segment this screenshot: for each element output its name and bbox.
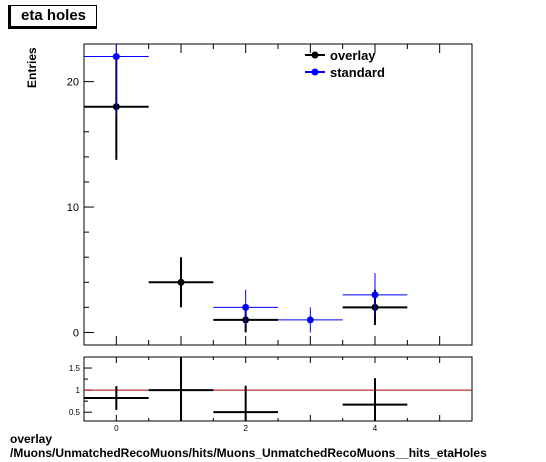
- overlay-point: [177, 278, 185, 286]
- ratio-y-tick-label: 1.5: [69, 364, 81, 373]
- footer-line-2: /Muons/UnmatchedRecoMuons/hits/Muons_Unm…: [10, 446, 487, 460]
- y-tick-label: 20: [67, 77, 79, 89]
- standard-point: [112, 53, 120, 61]
- main-plot-frame: [83, 43, 473, 346]
- standard-point: [242, 303, 250, 311]
- legend-label-standard: standard: [330, 65, 385, 80]
- standard-point: [306, 316, 314, 324]
- legend-label-overlay: overlay: [330, 48, 376, 63]
- chart-title: eta holes: [8, 5, 98, 29]
- x-tick-label: 0: [114, 424, 119, 433]
- y-tick-label: 0: [73, 327, 79, 339]
- x-tick-label: 4: [373, 424, 378, 433]
- footer-line-1: overlay: [10, 432, 53, 446]
- legend-marker-standard: [311, 68, 319, 76]
- standard-point: [371, 291, 379, 299]
- y-tick-label: 10: [67, 202, 79, 214]
- x-tick-label: 2: [243, 424, 248, 433]
- legend-marker-overlay: [311, 51, 319, 59]
- ratio-y-tick-label: 1: [76, 386, 81, 395]
- ratio-y-tick-label: 0.5: [69, 408, 81, 417]
